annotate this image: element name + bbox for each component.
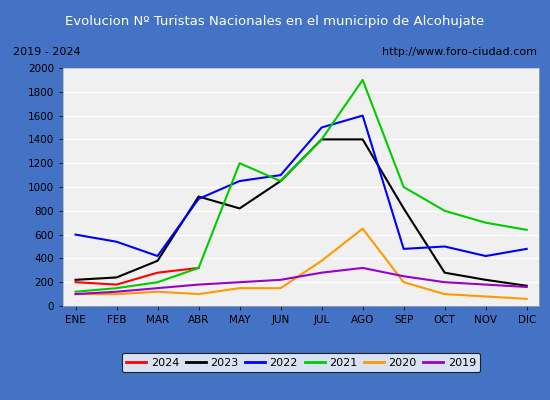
Text: 2019 - 2024: 2019 - 2024 [13, 47, 80, 57]
Text: Evolucion Nº Turistas Nacionales en el municipio de Alcohujate: Evolucion Nº Turistas Nacionales en el m… [65, 14, 485, 28]
Legend: 2024, 2023, 2022, 2021, 2020, 2019: 2024, 2023, 2022, 2021, 2020, 2019 [122, 353, 481, 372]
Text: http://www.foro-ciudad.com: http://www.foro-ciudad.com [382, 47, 537, 57]
